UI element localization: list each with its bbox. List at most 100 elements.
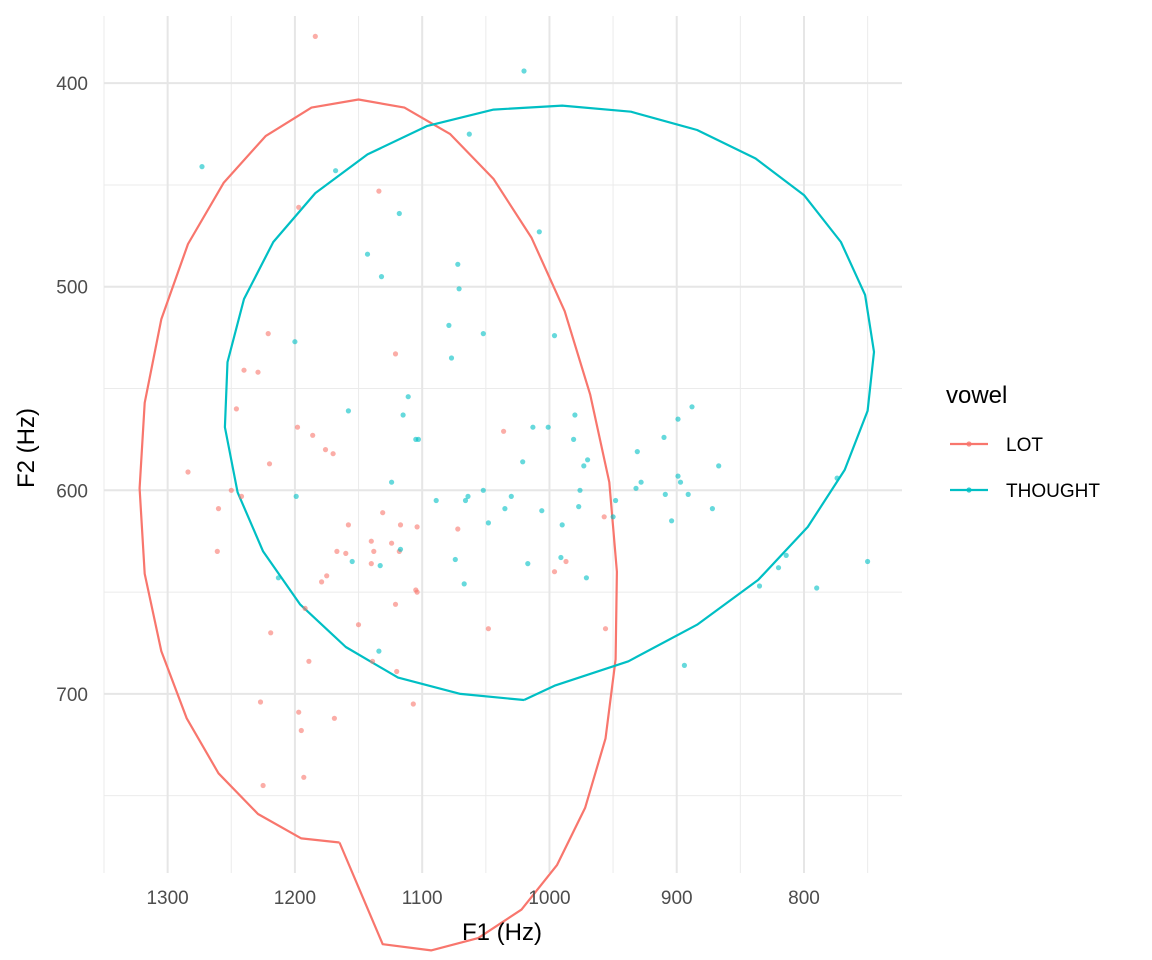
point-lot — [302, 605, 308, 612]
point-lot — [414, 589, 420, 595]
point-thought — [571, 436, 577, 442]
point-thought — [456, 286, 462, 292]
legend-label: THOUGHT — [1006, 481, 1100, 502]
point-thought — [675, 473, 681, 479]
point-thought — [709, 506, 716, 512]
point-thought — [377, 563, 383, 569]
point-thought — [638, 479, 644, 485]
point-thought — [559, 522, 565, 528]
point-thought — [397, 546, 404, 552]
point-lot — [392, 601, 399, 607]
point-lot — [319, 579, 325, 585]
point-thought — [405, 394, 411, 400]
point-thought — [396, 210, 402, 217]
point-thought — [585, 457, 591, 463]
point-thought — [633, 485, 639, 491]
point-thought — [572, 412, 578, 418]
x-tick-label: 1100 — [402, 888, 443, 909]
point-lot — [294, 424, 301, 430]
data-points — [185, 33, 871, 789]
point-thought — [508, 493, 514, 499]
ellipse-thought — [223, 104, 876, 702]
ellipse-lot — [138, 98, 619, 952]
point-thought — [462, 497, 469, 504]
grid-lines — [103, 16, 902, 873]
axis-ticks: 1300 1200 1100 1000 900 800 400 500 600 700 — [56, 74, 820, 909]
legend-title: vowel — [946, 382, 1007, 409]
point-lot — [296, 709, 302, 715]
confidence-ellipses — [138, 98, 876, 952]
point-lot — [368, 561, 374, 567]
point-lot — [455, 526, 461, 532]
point-lot — [551, 569, 558, 575]
point-lot — [228, 487, 234, 493]
y-tick-label: 600 — [56, 481, 88, 502]
point-thought — [455, 261, 461, 267]
point-thought — [415, 436, 421, 442]
point-thought — [452, 556, 458, 563]
point-lot — [485, 626, 491, 632]
point-thought — [364, 251, 371, 257]
point-thought — [583, 575, 590, 581]
y-tick-label: 400 — [56, 74, 88, 95]
point-thought — [520, 459, 526, 465]
point-thought — [581, 463, 587, 469]
y-tick-label: 500 — [56, 278, 88, 299]
point-thought — [466, 131, 472, 137]
point-thought — [530, 424, 536, 430]
point-lot — [343, 550, 349, 557]
point-lot — [563, 558, 569, 565]
point-lot — [601, 514, 607, 520]
point-thought — [814, 585, 820, 591]
point-lot — [410, 701, 416, 707]
point-thought — [345, 408, 351, 414]
point-thought — [716, 463, 722, 469]
x-tick-label: 1000 — [528, 888, 570, 909]
point-thought — [558, 554, 564, 561]
point-thought — [669, 518, 675, 524]
point-thought — [275, 575, 281, 581]
point-lot — [345, 522, 351, 528]
point-thought — [634, 449, 640, 455]
x-tick-label: 1200 — [274, 888, 316, 909]
point-thought — [610, 514, 616, 520]
point-lot — [397, 522, 404, 528]
point-lot — [355, 622, 362, 628]
point-thought — [685, 491, 691, 497]
legend-item-thought: THOUGHT — [950, 481, 1100, 502]
point-lot — [257, 699, 264, 705]
point-lot — [185, 469, 191, 475]
point-thought — [756, 583, 763, 589]
legend-key-point — [966, 441, 972, 447]
point-thought — [433, 497, 439, 504]
point-thought — [461, 581, 467, 587]
point-lot — [296, 204, 302, 210]
point-thought — [539, 508, 545, 514]
point-lot — [266, 461, 273, 467]
point-lot — [392, 351, 399, 357]
y-tick-label: 700 — [56, 685, 88, 706]
point-thought — [480, 487, 486, 493]
point-thought — [576, 504, 582, 510]
point-thought — [389, 479, 395, 485]
point-lot — [394, 668, 400, 675]
point-lot — [334, 548, 340, 555]
point-lot — [380, 510, 386, 516]
point-lot — [260, 782, 266, 789]
y-axis-title: F2 (Hz) — [13, 408, 40, 488]
point-lot — [389, 540, 395, 546]
point-thought — [465, 493, 471, 499]
point-thought — [834, 475, 840, 481]
point-thought — [349, 558, 355, 565]
legend-key-point — [966, 487, 972, 493]
point-thought — [480, 331, 486, 337]
x-tick-label: 1300 — [146, 888, 188, 909]
point-thought — [613, 497, 619, 504]
x-axis-title: F1 (Hz) — [462, 919, 542, 946]
point-lot — [255, 369, 261, 375]
x-tick-label: 800 — [788, 888, 820, 909]
point-thought — [783, 552, 789, 559]
point-lot — [215, 506, 222, 512]
